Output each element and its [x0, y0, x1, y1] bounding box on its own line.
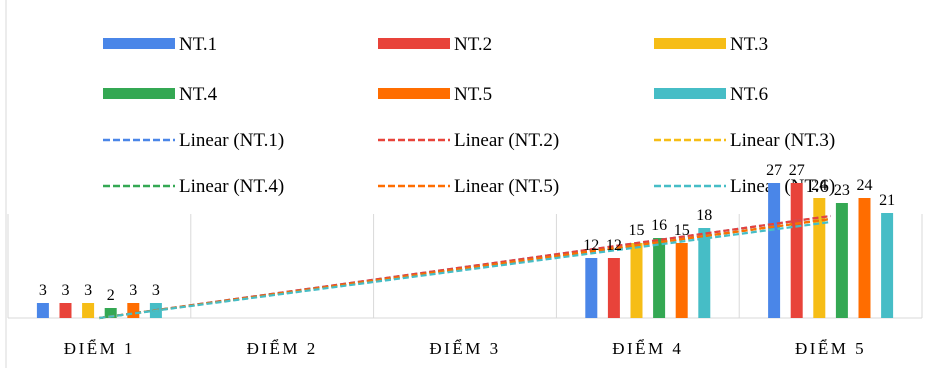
legend-item: NT.1: [103, 34, 217, 55]
data-label: 27: [789, 162, 805, 179]
legend-item: Linear (NT.6): [654, 176, 835, 197]
data-label: 24: [811, 177, 827, 194]
bar-nt2-4: [607, 258, 620, 318]
bar-nt5-4: [675, 243, 688, 318]
legend-label: Linear (NT.3): [730, 130, 835, 151]
legend-item: Linear (NT.1): [103, 130, 284, 151]
bar-nt4-5: [835, 203, 848, 318]
data-label: 15: [629, 222, 645, 239]
bar-nt5-5: [858, 198, 871, 318]
data-label: 16: [651, 217, 667, 234]
x-tick-label: ĐIỂM 5: [795, 339, 866, 358]
data-label: 3: [62, 282, 70, 299]
data-label: 3: [152, 282, 160, 299]
trendlines: [99, 214, 831, 320]
legend-swatch: [654, 38, 726, 49]
data-label: 18: [696, 207, 712, 224]
legend-swatch: [103, 38, 175, 49]
bar-nt3-1: [82, 303, 95, 318]
legend-swatch: [378, 38, 450, 49]
legend-label: NT.2: [454, 34, 492, 55]
legend-item: NT.6: [654, 84, 768, 105]
legend-label: NT.4: [179, 84, 218, 105]
legend-label: Linear (NT.4): [179, 176, 284, 197]
legend-label: NT.5: [454, 84, 492, 105]
bar-nt6-4: [698, 228, 711, 318]
x-tick-label: ĐIỂM 4: [612, 339, 683, 358]
trendline-nt6: [99, 220, 831, 320]
data-label: 23: [834, 182, 850, 199]
bar-nt4-1: [104, 308, 117, 318]
legend-label: Linear (NT.1): [179, 130, 284, 151]
bar-nt5-1: [127, 303, 140, 318]
legend-item: Linear (NT.3): [654, 130, 835, 151]
legend-item: NT.5: [378, 84, 492, 105]
legend-item: Linear (NT.2): [378, 130, 559, 151]
legend-item: Linear (NT.4): [103, 176, 284, 197]
x-axis-ticks: ĐIỂM 1 ĐIỂM 2 ĐIỂM 3 ĐIỂM 4 ĐIỂM 5: [64, 339, 866, 358]
data-label: 12: [606, 237, 622, 254]
data-label: 12: [583, 237, 599, 254]
data-label: 15: [674, 222, 690, 239]
x-tick-label: ĐIỂM 3: [429, 339, 500, 358]
legend-item: NT.4: [103, 84, 218, 105]
data-label: 3: [129, 282, 137, 299]
legend-label: Linear (NT.5): [454, 176, 559, 197]
bar-nt6-5: [881, 213, 894, 318]
trendline-nt2: [99, 214, 831, 320]
bar-nt2-5: [790, 183, 803, 318]
bar-nt3-4: [630, 243, 643, 318]
legend-item: Linear (NT.5): [378, 176, 559, 197]
data-label: 2: [107, 287, 115, 304]
legend-item: NT.2: [378, 34, 492, 55]
x-tick-label: ĐIỂM 1: [64, 339, 135, 358]
data-label: 24: [857, 177, 873, 194]
legend-item: NT.3: [654, 34, 768, 55]
x-tick-label: ĐIỂM 2: [247, 339, 318, 358]
legend-swatch: [654, 88, 726, 99]
legend-label: NT.3: [730, 34, 768, 55]
bar-nt1-5: [768, 183, 781, 318]
bar-nt1-4: [585, 258, 598, 318]
bar-nt3-5: [813, 198, 826, 318]
legend-label: Linear (NT.2): [454, 130, 559, 151]
data-label: 27: [766, 162, 782, 179]
bar-nt2-1: [59, 303, 72, 318]
bar-nt1-1: [36, 303, 49, 318]
legend-label: NT.1: [179, 34, 217, 55]
data-label: 3: [39, 282, 47, 299]
legend-label: Linear (NT.6): [730, 176, 835, 197]
data-label: 3: [84, 282, 92, 299]
bar-nt4-4: [653, 238, 666, 318]
legend-label: NT.6: [730, 84, 768, 105]
data-label: 21: [879, 192, 895, 209]
legend: NT.1 NT.2 NT.3 NT.4 NT.5 NT.6 Linear (NT.1) Lin…: [103, 34, 835, 197]
bars: [36, 183, 894, 318]
legend-swatch: [103, 88, 175, 99]
legend-swatch: [378, 88, 450, 99]
